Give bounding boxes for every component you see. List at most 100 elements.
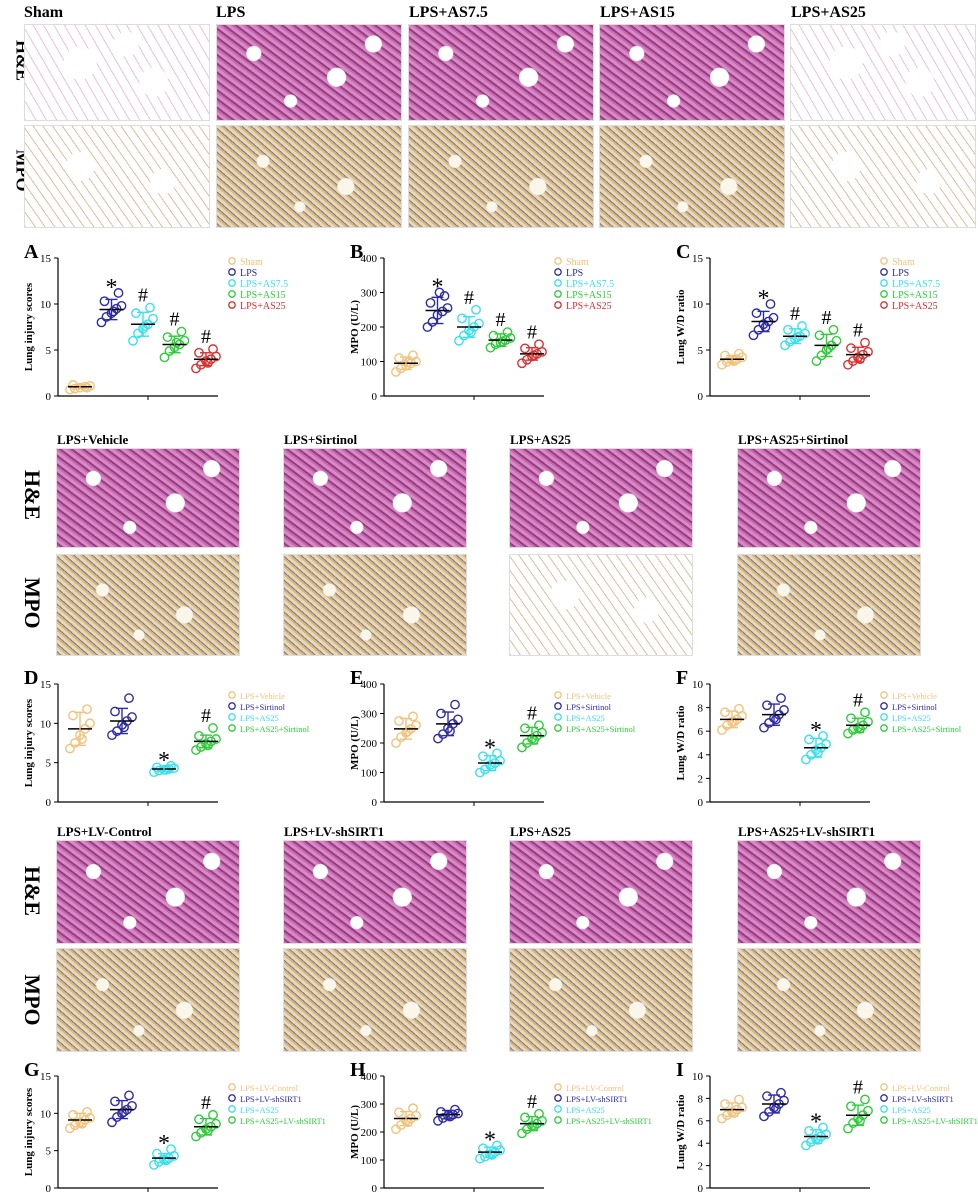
group-sham [717,348,747,370]
y-tick-label: 10 [692,299,704,311]
data-point [110,706,120,717]
significance-hash: # [527,321,537,343]
data-point [734,703,744,714]
s2-mpo-vehicle [56,554,240,656]
data-point [166,1144,176,1155]
significance-asterisk: * [810,718,822,744]
group-lps: * [422,275,453,332]
group-lps-as25-lv-shsirt1: # [191,1092,221,1142]
legend-marker [554,279,562,287]
s1-he-as15 [599,24,785,121]
s1-mpo-as15 [599,125,785,228]
legend-marker [554,1083,562,1091]
data-point [843,1123,853,1134]
legend-marker [554,301,562,309]
data-point [427,316,438,327]
y-tick-label: 400 [361,253,378,265]
legend: LPS+LV-ControlLPS+LV-shSIRT1LPS+AS25LPS+… [228,1083,326,1126]
legend-label: LPS+AS7.5 [566,279,614,290]
data-point [145,302,155,313]
y-tick-label: 6 [698,726,704,738]
data-point [442,303,453,313]
y-tick-label: 2 [698,773,704,785]
data-point [422,322,433,332]
significance-hash: # [201,1092,211,1114]
data-point [408,711,418,722]
y-tick-label: 10 [40,1108,52,1120]
legend-label: LPS+AS25 [566,713,605,723]
data-point [818,731,828,741]
legend-label: LPS+LV-Control [240,1083,299,1093]
data-point [140,321,150,331]
data-point [734,348,744,359]
group-lps-as25: * [475,1127,505,1164]
data-point [208,1109,218,1120]
legend-marker [554,1116,562,1124]
s2-he-as25 [509,448,693,548]
data-point [846,343,856,354]
legend-label: LPS+AS25 [566,1105,605,1115]
y-tick-label: 400 [361,679,378,691]
legend-marker [228,257,236,265]
data-point [863,346,873,357]
group-lps-as25: # [517,321,547,369]
y-axis-label: MPO (U/L) [349,300,361,354]
data-point [520,1112,530,1123]
data-point [762,700,772,711]
legend-label: LPS+AS25 [240,713,279,723]
y-tick-label: 10 [692,1071,704,1083]
data-point [828,324,839,335]
data-point [107,1117,117,1128]
legend-marker [880,713,888,721]
y-axis-label: Lung injury scores [23,698,35,787]
data-point [191,745,201,755]
group-lps-as7-5: # [454,287,484,346]
data-point [131,308,141,319]
group-lps-as25-sirtinol: # [517,702,547,753]
legend-marker [228,691,236,699]
data-point [425,297,436,308]
s2-mpo-as25-sirtinol [737,554,921,656]
legend-marker [554,1094,562,1102]
legend-label: LPS+AS25 [240,1105,279,1115]
y-tick-label: 300 [361,288,378,300]
s1-col-as15: LPS+AS15 [600,4,675,21]
s2-mpo-as25 [509,554,693,656]
s2-row-he: H&E [20,469,45,521]
legend-label: LPS [892,268,909,279]
legend: LPS+VehicleLPS+SirtinolLPS+AS25LPS+AS25+… [228,691,310,734]
s1-mpo-as25 [790,125,976,228]
data-point [438,1113,448,1123]
legend-label: LPS+LV-shSIRT1 [566,1094,628,1104]
data-point [860,707,870,718]
significance-asterisk: * [758,286,770,312]
legend-marker [228,1083,236,1091]
data-point [505,333,516,343]
significance-asterisk: * [432,275,444,301]
data-point [860,337,870,348]
panel-letter-C: C [676,241,690,263]
data-point [408,350,418,361]
chart-F: F 0 2 4 6 8 10 Lung W/D ratio * # LPS+VehicleLPS+S… [675,667,962,809]
panel-letter-A: A [24,241,39,263]
legend-marker [880,691,888,699]
legend-label: LPS+AS15 [892,290,938,301]
y-tick-label: 0 [372,391,378,403]
legend-label: LPS+Vehicle [566,691,611,701]
legend-label: LPS+AS25 [892,301,938,312]
data-point [110,1096,120,1107]
data-point [176,326,187,337]
y-tick-label: 5 [46,758,52,770]
group-lps-as25-sirtinol: # [843,689,873,739]
chart-C: C 0 5 10 15 Lung W/D ratio * # # # ShamLPSLPS+AS7.… [675,241,940,403]
data-point [445,1111,455,1122]
legend-marker [228,713,236,721]
legend-marker [554,257,562,265]
data-point [729,356,739,366]
legend-marker [228,702,236,710]
legend-label: LPS+LV-shSIRT1 [240,1094,302,1104]
data-point [96,317,107,328]
data-point [408,1103,418,1114]
group-lps-as25-sirtinol: # [191,705,221,755]
